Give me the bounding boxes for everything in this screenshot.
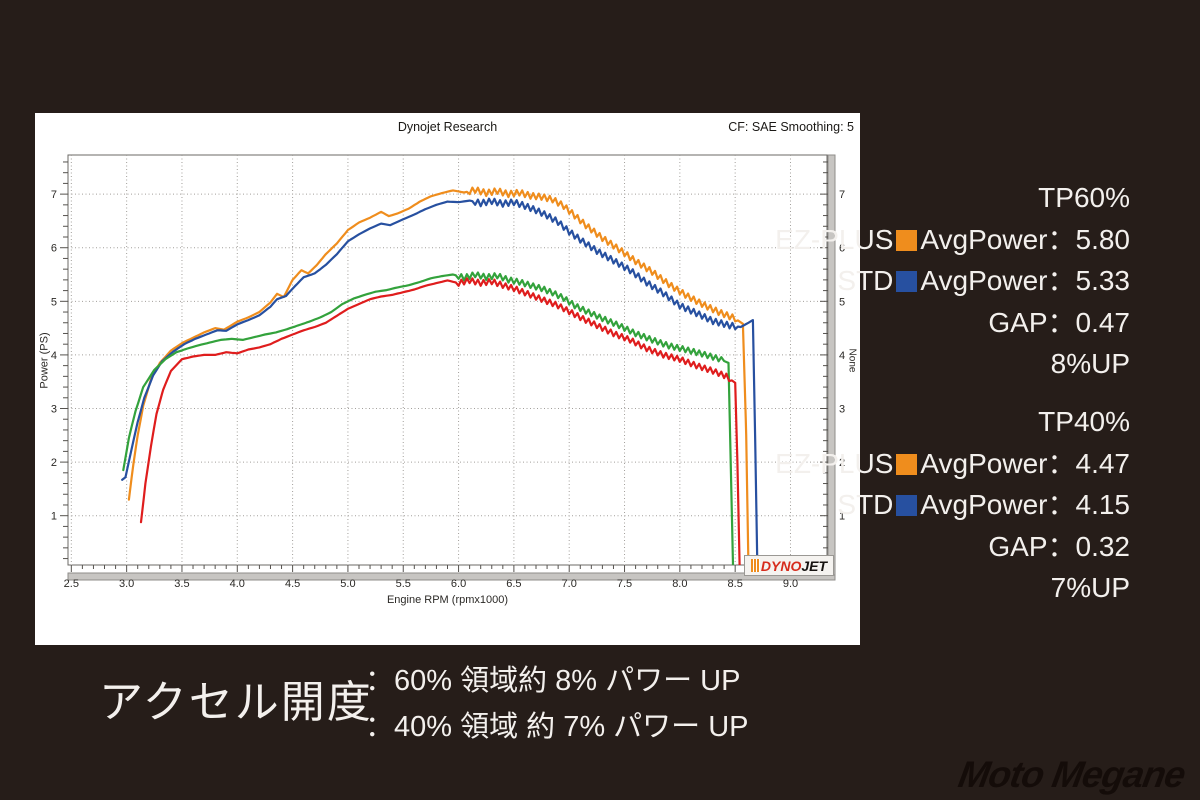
tp40-ezplus-label: EZ-PLUS xyxy=(775,447,894,479)
tp60-stats: TP60% EZ-PLUS AvgPower：5.80 STD AvgPower：5… xyxy=(775,177,1130,385)
svg-text:7: 7 xyxy=(839,189,845,201)
svg-text:5.0: 5.0 xyxy=(340,578,355,590)
svg-text:1: 1 xyxy=(839,511,845,523)
tp60-up: 8%UP xyxy=(1050,348,1130,379)
svg-text:2.5: 2.5 xyxy=(64,578,79,590)
tp40-std-label: STD xyxy=(837,489,894,520)
tp40-title: TP40% xyxy=(1038,406,1130,437)
svg-text:5: 5 xyxy=(839,296,845,308)
tp60-ezplus-value: AvgPower：5.80 xyxy=(920,223,1130,255)
tp40-ezplus-value: AvgPower：4.47 xyxy=(920,447,1130,479)
tp60-ezplus-label: EZ-PLUS xyxy=(775,223,894,255)
svg-text:5: 5 xyxy=(51,296,57,308)
tp40-std-row: STD AvgPower：4.15 xyxy=(775,484,1130,526)
svg-text:6.0: 6.0 xyxy=(451,578,466,590)
svg-text:2: 2 xyxy=(839,457,845,469)
chart-cf-note: CF: SAE Smoothing: 5 xyxy=(728,120,854,134)
svg-text:8.0: 8.0 xyxy=(672,578,687,590)
tp40-gap: GAP：0.32 xyxy=(988,530,1130,562)
svg-text:3: 3 xyxy=(51,404,57,416)
moto-megane-logo: Moto Megane xyxy=(955,754,1188,795)
svg-text:4.5: 4.5 xyxy=(285,578,300,590)
svg-text:8.5: 8.5 xyxy=(728,578,743,590)
svg-text:4.0: 4.0 xyxy=(230,578,245,590)
tp40-ezplus-row: EZ-PLUS AvgPower：4.47 xyxy=(775,443,1130,485)
std-color-swatch xyxy=(896,495,918,516)
svg-text:7.0: 7.0 xyxy=(562,578,577,590)
svg-text:9.0: 9.0 xyxy=(783,578,798,590)
dyno-plot-svg: 2.5 3.0 3.5 4.0 4.5 5.0 5.5 6.0 6.5 7.0 7.5 8.0 8.5 9… xyxy=(51,154,845,606)
tp60-ezplus-row: EZ-PLUS AvgPower：5.80 xyxy=(775,219,1130,261)
tp60-std-label: STD xyxy=(837,265,894,296)
dynojet-stripes-icon xyxy=(750,559,760,572)
chart-title: Dynojet Research xyxy=(397,120,498,134)
caption-line-60: ：60% 領域約 8% パワー UP xyxy=(365,665,741,697)
svg-text:3.0: 3.0 xyxy=(119,578,134,590)
std-color-swatch xyxy=(896,271,918,292)
svg-text:Engine RPM (rpmx1000): Engine RPM (rpmx1000) xyxy=(387,594,508,606)
svg-text:4: 4 xyxy=(51,350,57,362)
svg-text:7: 7 xyxy=(51,189,57,201)
tp40-stats: TP40% EZ-PLUS AvgPower：4.47 STD AvgPower：4… xyxy=(775,401,1130,609)
svg-text:6.5: 6.5 xyxy=(506,578,521,590)
tp60-title: TP60% xyxy=(1038,182,1130,213)
dynojet-logo: DYNO JET xyxy=(744,555,834,576)
caption-line-40: ：40% 領域 約 7% パワー UP xyxy=(365,711,749,743)
svg-text:5.5: 5.5 xyxy=(396,578,411,590)
ezplus-color-swatch xyxy=(896,229,918,251)
svg-text:1: 1 xyxy=(51,511,57,523)
svg-text:3.5: 3.5 xyxy=(174,578,189,590)
dynojet-logo-jet: JET xyxy=(801,557,828,574)
dynojet-logo-dyno: DYNO xyxy=(760,557,802,574)
throttle-caption-heading: アクセル開度 xyxy=(99,678,373,727)
tp60-gap: GAP：0.47 xyxy=(988,306,1130,338)
dyno-chart-panel: Dynojet Research CF: SAE Smoothing: 5 Po… xyxy=(35,113,860,645)
svg-text:7.5: 7.5 xyxy=(617,578,632,590)
svg-text:6: 6 xyxy=(839,243,845,255)
svg-text:6: 6 xyxy=(51,243,57,255)
svg-text:4: 4 xyxy=(839,350,845,362)
svg-text:2: 2 xyxy=(51,457,57,469)
tp40-std-value: AvgPower：4.15 xyxy=(920,489,1130,520)
tp60-std-value: AvgPower：5.33 xyxy=(920,265,1130,296)
svg-text:3: 3 xyxy=(839,404,845,416)
tp60-std-row: STD AvgPower：5.33 xyxy=(775,260,1130,302)
throttle-caption-lines: ：60% 領域約 8% パワー UP ：40% 領域 約 7% パワー UP xyxy=(365,658,749,750)
ezplus-color-swatch xyxy=(896,453,918,475)
tp40-up: 7%UP xyxy=(1050,572,1130,603)
